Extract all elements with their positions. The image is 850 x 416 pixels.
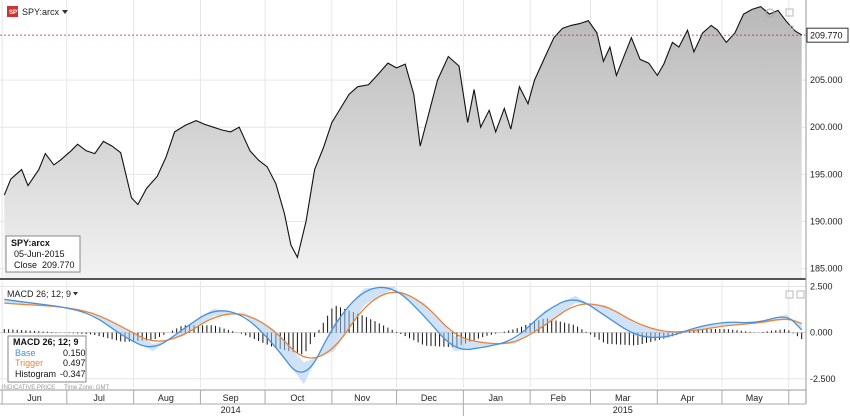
macd-y-tick-label: -2.500 [810, 374, 836, 384]
x-month-label: Oct [290, 393, 305, 403]
restore-icon[interactable] [785, 25, 794, 34]
macd-y-tick-label: 2.500 [810, 282, 833, 292]
macd-base-label: Base [15, 348, 36, 358]
x-month-label: Sep [223, 393, 239, 403]
price-area-layer [0, 5, 806, 278]
x-month-label: Mar [615, 393, 631, 403]
macd-trigger-line [4, 291, 802, 359]
panel-controls[interactable] [765, 8, 805, 299]
symbol-selector[interactable]: SPY SPY:arcx [7, 6, 68, 17]
macd-trigger-label: Trigger [15, 358, 43, 368]
price-y-tick-label: 200.000 [810, 122, 843, 132]
last-price-box [806, 27, 849, 43]
x-month-label: May [746, 393, 764, 403]
price-area-fill [4, 6, 802, 278]
x-month-label: Nov [354, 393, 371, 403]
chevron-down-icon[interactable] [73, 292, 78, 296]
x-month-label: Jul [93, 393, 105, 403]
info-date: 05-Jun-2015 [14, 249, 65, 259]
macd-legend-frame [7, 335, 87, 383]
x-month-label: Jun [27, 393, 42, 403]
macd-layer [3, 286, 803, 385]
macd-crossover-fill [4, 286, 802, 385]
macd-legend-title: MACD 26; 12; 9 [13, 337, 79, 347]
settings-icon[interactable] [765, 8, 775, 18]
macd-label: MACD 26; 12; 9 [7, 289, 71, 299]
info-symbol: SPY:arcx [11, 238, 50, 248]
price-y-tick-label: 185.000 [810, 264, 843, 274]
x-month-label: Jan [488, 393, 503, 403]
last-price-marker: 209.770 [806, 27, 849, 43]
macd-histogram-label: Histogram [15, 369, 56, 379]
symbol-label: SPY:arcx [22, 7, 60, 17]
info-close-label: Close [14, 260, 37, 270]
macd-y-tick-label: 0.000 [810, 328, 833, 338]
macd-selector[interactable]: MACD 26; 12; 9 [7, 289, 78, 299]
price-y-tick-label: 205.000 [810, 75, 843, 85]
macd-base-line [4, 286, 803, 373]
maximize-icon[interactable] [785, 8, 794, 17]
macd-trigger-value: 0.497 [63, 358, 86, 368]
info-box: SPY:arcx 05-Jun-2015 Close 209.770 [5, 235, 81, 273]
info-box-frame [5, 235, 81, 273]
x-month-label: Feb [550, 393, 566, 403]
price-y-tick-label: 190.000 [810, 216, 843, 226]
x-year-label: 2014 [221, 405, 241, 415]
price-y-tick-label: 195.000 [810, 169, 843, 179]
indicative-price-label: INDICATIVE PRICE [2, 385, 55, 391]
x-month-label: Dec [421, 393, 438, 403]
x-month-label: Apr [680, 393, 694, 403]
x-year-label: 2015 [613, 405, 633, 415]
info-close-value: 209.770 [42, 260, 75, 270]
x-month-label: Aug [158, 393, 174, 403]
axes-layer: 185.000 190.000 195.000 200.000 205.000 2.500… [0, 75, 843, 416]
time-zone-label: Time Zone: GMT [64, 385, 109, 391]
macd-histogram-value: -0.347 [60, 369, 86, 379]
macd-maximize-icon[interactable] [785, 290, 794, 299]
macd-close-icon[interactable] [796, 290, 805, 299]
spy-ticker-icon [7, 6, 18, 17]
chevron-down-icon[interactable] [62, 10, 68, 14]
macd-legend: MACD 26; 12; 9 Base 0.150 Trigger 0.497 … [7, 335, 87, 383]
last-price-label: 209.770 [810, 31, 843, 41]
macd-base-value: 0.150 [63, 348, 86, 358]
svg-text:SPY: SPY [9, 10, 21, 16]
price-series-line [3, 5, 802, 259]
